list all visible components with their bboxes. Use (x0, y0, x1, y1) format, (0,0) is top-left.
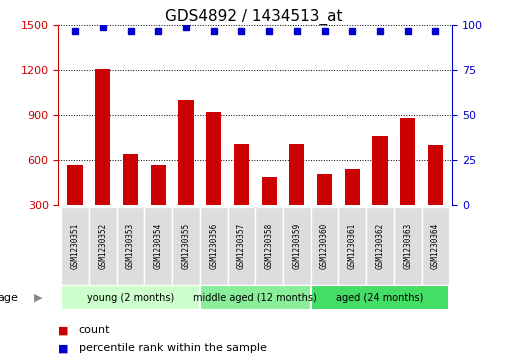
Text: ■: ■ (58, 325, 69, 335)
Bar (95, 69, 110, 250)
Text: GSM1230364: GSM1230364 (431, 223, 440, 269)
Bar (372, 136, 388, 250)
Text: young (2 months): young (2 months) (87, 293, 174, 303)
Bar (206, 112, 221, 250)
Text: GSM1230357: GSM1230357 (237, 223, 246, 269)
Text: GSM1230352: GSM1230352 (98, 223, 107, 269)
Text: GSM1230363: GSM1230363 (403, 223, 412, 269)
Bar (311, 285, 450, 310)
Text: GSM1230359: GSM1230359 (293, 223, 301, 269)
Text: count: count (79, 325, 110, 335)
Bar (68, 165, 83, 250)
Text: GSM1230354: GSM1230354 (154, 223, 163, 269)
Text: age: age (0, 293, 18, 303)
Bar (338, 207, 366, 285)
Text: percentile rank within the sample: percentile rank within the sample (79, 343, 267, 354)
Bar (228, 207, 256, 285)
Bar (200, 285, 311, 310)
Bar (394, 207, 422, 285)
Bar (200, 207, 228, 285)
Text: ▶: ▶ (34, 293, 42, 303)
Text: GSM1230362: GSM1230362 (375, 223, 385, 269)
Text: GSM1230361: GSM1230361 (348, 223, 357, 269)
Bar (61, 207, 89, 285)
Text: GSM1230358: GSM1230358 (265, 223, 274, 269)
Bar (178, 100, 194, 250)
Bar (428, 145, 443, 250)
Bar (311, 207, 338, 285)
Text: aged (24 months): aged (24 months) (336, 293, 424, 303)
Bar (172, 207, 200, 285)
Text: GDS4892 / 1434513_at: GDS4892 / 1434513_at (165, 9, 343, 25)
Bar (317, 174, 332, 250)
Text: GSM1230355: GSM1230355 (181, 223, 190, 269)
Bar (366, 207, 394, 285)
Bar (234, 144, 249, 250)
Bar (61, 285, 200, 310)
Bar (262, 177, 277, 250)
Text: GSM1230360: GSM1230360 (320, 223, 329, 269)
Text: GSM1230353: GSM1230353 (126, 223, 135, 269)
Text: ■: ■ (58, 343, 69, 354)
Bar (144, 207, 172, 285)
Bar (117, 207, 144, 285)
Bar (345, 169, 360, 250)
Bar (283, 207, 311, 285)
Bar (422, 207, 450, 285)
Bar (289, 144, 304, 250)
Bar (400, 118, 416, 250)
Bar (150, 165, 166, 250)
Bar (123, 154, 138, 250)
Text: middle aged (12 months): middle aged (12 months) (194, 293, 317, 303)
Text: GSM1230351: GSM1230351 (71, 223, 80, 269)
Text: GSM1230356: GSM1230356 (209, 223, 218, 269)
Bar (89, 207, 117, 285)
Bar (256, 207, 283, 285)
